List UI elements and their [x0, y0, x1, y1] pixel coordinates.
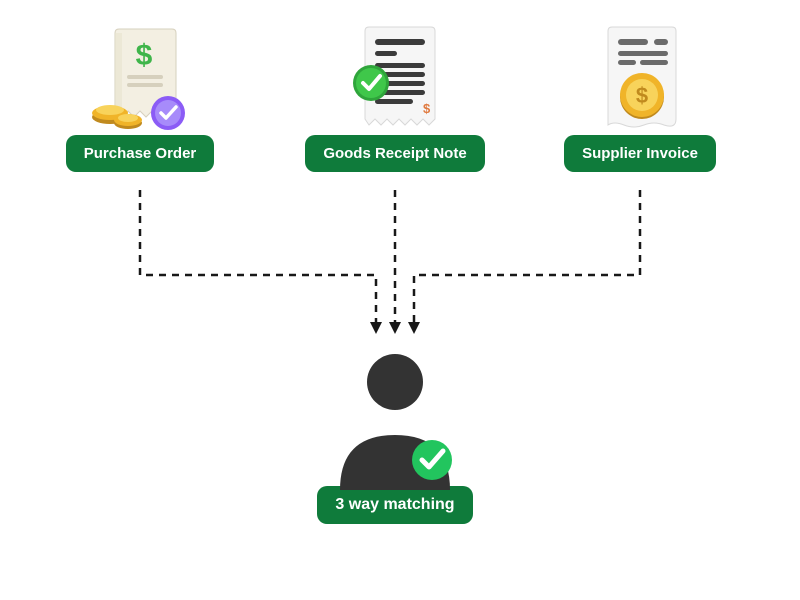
svg-text:$: $	[136, 39, 153, 72]
diagram-root: $ Purchase Order	[0, 0, 800, 600]
svg-text:$: $	[423, 101, 431, 116]
node-purchase-order: $ Purchase Order	[60, 25, 220, 172]
node-supplier-invoice: $ Supplier Invoice	[560, 25, 720, 172]
purchase-order-icon: $	[80, 25, 200, 135]
supplier-invoice-label: Supplier Invoice	[564, 135, 716, 172]
node-goods-receipt: $ Goods Receipt Note	[300, 25, 490, 172]
goods-receipt-icon: $	[335, 25, 455, 135]
svg-text:$: $	[636, 83, 648, 108]
purchase-order-label: Purchase Order	[66, 135, 215, 172]
person-icon	[320, 340, 470, 490]
goods-receipt-label: Goods Receipt Note	[305, 135, 484, 172]
node-person: 3 way matching	[300, 340, 490, 524]
supplier-invoice-icon: $	[580, 25, 700, 135]
person-label: 3 way matching	[317, 486, 472, 524]
